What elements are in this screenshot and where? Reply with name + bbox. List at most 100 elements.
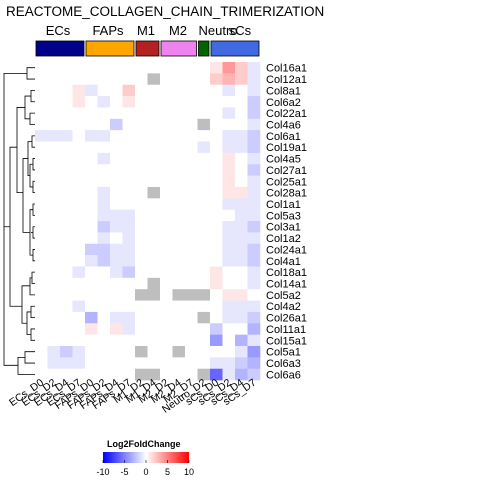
heatmap-cell — [185, 152, 198, 165]
heatmap-cells — [35, 62, 261, 381]
heatmap-cell — [35, 209, 48, 222]
heatmap-cell — [185, 346, 198, 358]
row-label: Col27a1 — [266, 165, 307, 177]
heatmap-cell — [172, 300, 186, 313]
heatmap-cell — [135, 152, 148, 165]
heatmap-cell — [122, 346, 136, 358]
heatmap-cell — [147, 346, 161, 358]
heatmap-cell — [147, 152, 161, 165]
heatmap-cell — [60, 289, 73, 301]
heatmap-cell — [60, 221, 73, 233]
heatmap-cell — [135, 232, 148, 245]
heatmap-cell — [185, 186, 198, 199]
heatmap-cell — [85, 186, 98, 199]
heatmap-cell — [197, 243, 211, 256]
heatmap-cell — [110, 266, 123, 279]
heatmap-cell — [247, 107, 261, 120]
heatmap-cell — [97, 368, 111, 381]
heatmap-cell — [235, 152, 248, 165]
group-label-ecs: ECs — [46, 23, 71, 38]
heatmap-cell — [172, 323, 186, 335]
heatmap-cell — [197, 368, 211, 381]
heatmap-cell — [185, 84, 198, 97]
heatmap-cell — [160, 107, 173, 120]
heatmap-cell — [235, 164, 248, 176]
heatmap-cell — [47, 152, 61, 165]
heatmap-cell — [135, 346, 148, 358]
heatmap-cell — [160, 266, 173, 279]
heatmap-cell — [235, 186, 248, 199]
heatmap-cell — [172, 84, 186, 97]
heatmap-cell — [135, 96, 148, 108]
heatmap-cell — [110, 311, 123, 324]
row-label: Col19a1 — [266, 142, 307, 154]
heatmap-cell — [235, 357, 248, 370]
heatmap-cell — [147, 130, 161, 142]
group-bar-ecs — [35, 40, 85, 57]
heatmap-cell — [122, 368, 136, 381]
heatmap-cell — [110, 323, 123, 335]
heatmap-cell — [97, 84, 111, 97]
row-label: Col16a1 — [266, 63, 307, 75]
heatmap-cell — [85, 175, 98, 188]
heatmap-cell — [35, 73, 48, 86]
heatmap-cell — [97, 277, 111, 290]
heatmap-cell — [72, 107, 86, 120]
heatmap-cell — [247, 96, 261, 108]
heatmap-cell — [247, 311, 261, 324]
heatmap-cell — [60, 84, 73, 97]
heatmap-cell — [47, 164, 61, 176]
heatmap-cell — [185, 221, 198, 233]
heatmap-cell — [35, 62, 48, 74]
heatmap-cell — [72, 289, 86, 301]
row-label: Col6a6 — [266, 369, 301, 381]
heatmap-cell — [235, 243, 248, 256]
heatmap-cell — [197, 175, 211, 188]
heatmap-cell — [135, 311, 148, 324]
heatmap-cell — [247, 152, 261, 165]
heatmap-cell — [172, 130, 186, 142]
heatmap-cell — [60, 368, 73, 381]
heatmap-cell — [147, 96, 161, 108]
heatmap-cell — [247, 73, 261, 86]
heatmap-cell — [85, 368, 98, 381]
heatmap-cell — [235, 368, 248, 381]
heatmap-cell — [97, 300, 111, 313]
heatmap-cell — [247, 277, 261, 290]
heatmap-cell — [60, 164, 73, 176]
heatmap-cell — [160, 84, 173, 97]
heatmap-cell — [172, 266, 186, 279]
heatmap-cell — [47, 368, 61, 381]
heatmap-cell — [110, 300, 123, 313]
heatmap-cell — [185, 73, 198, 86]
heatmap-cell — [147, 289, 161, 301]
row-label: Col28a1 — [266, 188, 307, 200]
heatmap-cell — [222, 289, 236, 301]
heatmap-cell — [135, 323, 148, 335]
heatmap-cell — [197, 84, 211, 97]
heatmap-cell — [97, 118, 111, 131]
heatmap-cell — [85, 152, 98, 165]
heatmap-cell — [160, 141, 173, 154]
heatmap-cell — [247, 175, 261, 188]
heatmap-cell — [235, 198, 248, 210]
heatmap-cell — [210, 96, 223, 108]
heatmap-cell — [97, 357, 111, 370]
heatmap-cell — [60, 186, 73, 199]
heatmap-cell — [72, 300, 86, 313]
heatmap-cell — [47, 175, 61, 188]
heatmap-cell — [110, 334, 123, 347]
heatmap-cell — [147, 221, 161, 233]
row-labels: Col16a1Col12a1Col8a1Col6a2Col22a1Col4a6C… — [266, 63, 307, 382]
heatmap-cell — [35, 255, 48, 267]
heatmap-cell — [222, 186, 236, 199]
heatmap-cell — [147, 368, 161, 381]
heatmap-cell — [110, 130, 123, 142]
heatmap-cell — [110, 255, 123, 267]
heatmap-cell — [235, 346, 248, 358]
heatmap-cell — [122, 96, 136, 108]
heatmap-cell — [60, 198, 73, 210]
heatmap-cell — [197, 107, 211, 120]
heatmap-cell — [97, 255, 111, 267]
heatmap-cell — [72, 323, 86, 335]
